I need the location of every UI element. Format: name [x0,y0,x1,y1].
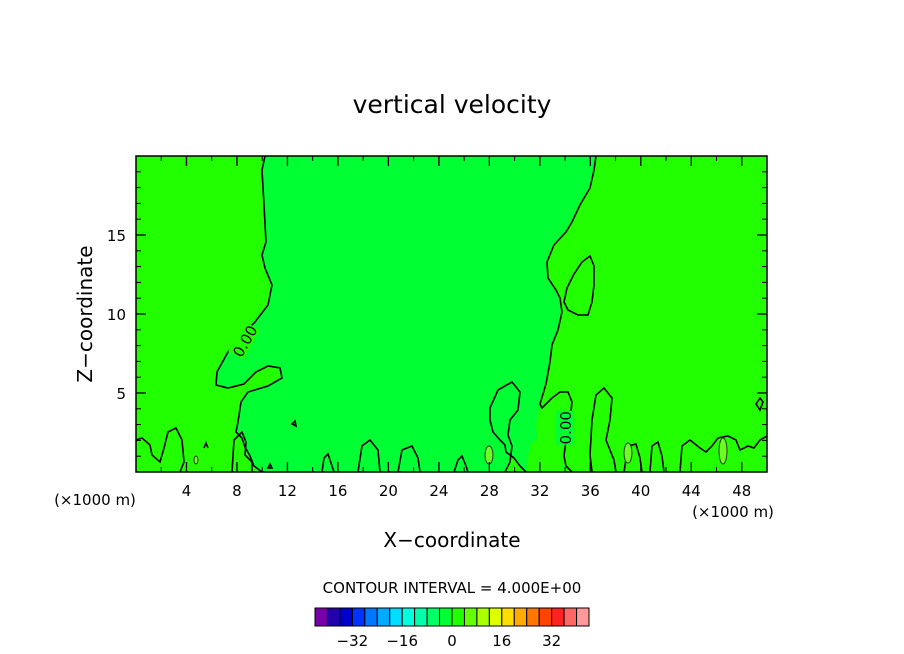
x-tick-label: 44 [682,482,701,500]
zero-contour-line [215,155,283,473]
zero-contour-line [203,440,209,449]
y-tick-label: 10 [107,306,126,324]
colorbar-tick-label: −16 [386,632,418,650]
colorbar-swatch [376,607,391,627]
colorbar-swatch [551,607,565,627]
colorbar-swatch [439,607,453,627]
zero-contour-line [453,454,469,473]
zero-contour-line [231,430,253,473]
contour-label: 0.00 [557,411,575,444]
x-tick-label: 28 [480,482,499,500]
x-tick-label: 32 [530,482,549,500]
x-tick-label: 20 [379,482,398,500]
colorbar-tick-label: 0 [447,632,457,650]
colorbar-swatch [414,607,428,627]
y-tick-label: 5 [116,385,126,403]
colorbar-swatch [576,607,590,627]
zero-contour-line [266,462,274,469]
colorbar-swatch [526,607,540,627]
zero-contour-line [679,435,768,473]
contour-blob [718,437,728,465]
zero-contour-line [397,444,421,473]
x-tick-label: 4 [182,482,192,500]
colorbar-swatch [563,607,578,627]
colorbar-swatch [401,607,416,627]
colorbar-tick-label: 16 [492,632,511,650]
colorbar: −32 −16 0 16 32 [314,607,590,650]
colorbar-swatch [488,607,503,627]
colorbar-swatch [314,607,328,627]
colorbar-swatch [351,607,366,627]
contour-blob [623,442,633,464]
contour-label-bg [228,321,260,360]
zero-contour-line [649,440,665,473]
colorbar-swatch [538,607,553,627]
zero-contour-line [755,396,764,412]
zero-contour-line [589,386,617,473]
y-tick-label: 15 [107,227,126,245]
zero-contour-line [489,380,527,473]
zero-contour-line [135,426,185,473]
colorbar-tick-label: 32 [542,632,561,650]
y-axis-label: Z−coordinate [73,245,97,382]
colorbar-swatch [364,607,378,627]
zero-contour-line [321,452,335,473]
contour-blob [484,445,494,465]
x-axis-label: X−coordinate [383,528,520,552]
colorbar-swatch [451,607,465,627]
contour-label-bg [556,410,574,445]
colorbar-swatch [339,607,353,627]
colorbar-swatch [463,607,478,627]
chart-title: vertical velocity [353,90,552,119]
x-tick-label: 24 [429,482,448,500]
colorbar-tick-label: −32 [337,632,369,650]
x-tick-label: 40 [631,482,650,500]
zero-contour-line [563,254,595,316]
y-axis-unit: (×1000 m) [54,491,136,509]
contour-blob [193,455,199,465]
colorbar-swatch [476,607,490,627]
colorbar-swatch [513,607,528,627]
contour-interval-label: CONTOUR INTERVAL = 4.000E+00 [323,579,582,597]
colorbar-swatch [326,607,341,627]
colorbar-swatch [389,607,403,627]
x-tick-label: 16 [328,482,347,500]
x-axis-unit: (×1000 m) [692,503,774,521]
field-region-weak-downdraft [216,156,596,472]
colorbar-swatch [426,607,441,627]
colorbar-swatch [501,607,515,627]
x-tick-label: 36 [581,482,600,500]
x-tick-label: 48 [732,482,751,500]
x-tick-label: 8 [232,482,242,500]
zero-contour-line [357,438,381,473]
zero-contour-line [290,419,298,428]
x-tick-label: 12 [278,482,297,500]
